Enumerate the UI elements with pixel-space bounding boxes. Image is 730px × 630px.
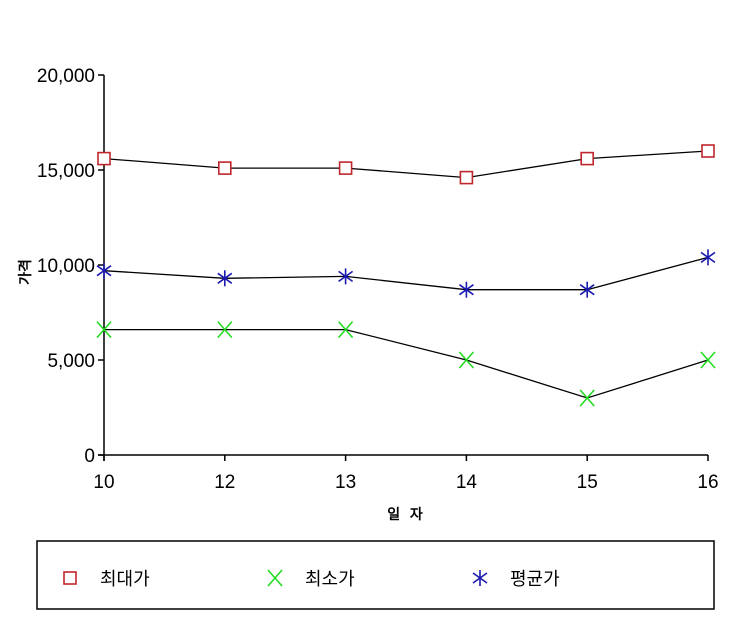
legend-item: 최대가 — [63, 569, 150, 590]
x-tick-label: 15 — [577, 472, 598, 493]
y-tick-label: 5,000 — [47, 351, 95, 372]
legend-label: 최소가 — [305, 569, 355, 590]
legend-box — [36, 540, 715, 610]
data-point — [217, 270, 233, 287]
series-line-1 — [103, 150, 709, 179]
data-point — [337, 321, 354, 339]
x-tick-label: 10 — [93, 472, 114, 493]
data-point — [96, 262, 112, 279]
legend: 최대가 최소가 평균가 — [36, 540, 715, 610]
y-tick-label: 10,000 — [37, 256, 95, 277]
legend-marker — [267, 569, 283, 587]
x-axis-label: 일 자 — [387, 507, 423, 523]
data-point — [700, 351, 716, 369]
data-point — [338, 268, 354, 285]
legend-marker — [63, 571, 77, 585]
data-point — [338, 161, 353, 175]
x-tick-label: 14 — [456, 472, 478, 493]
x-tick-label: 16 — [697, 472, 718, 493]
series-line-2 — [104, 328, 709, 399]
data-point — [458, 281, 474, 298]
data-point — [701, 144, 715, 158]
legend-label: 최대가 — [100, 569, 150, 590]
data-point — [459, 170, 474, 185]
series-line-3 — [103, 256, 709, 291]
data-point — [580, 151, 595, 166]
data-point — [579, 389, 595, 407]
series-markers — [96, 144, 716, 407]
legend-item: 평균가 — [472, 569, 560, 590]
y-tick-label: 0 — [84, 446, 95, 467]
x-tick-label: 12 — [214, 472, 235, 493]
y-tick-label: 20,000 — [37, 66, 95, 87]
data-point — [458, 351, 475, 369]
data-point — [218, 161, 232, 175]
legend-label: 평균가 — [510, 569, 560, 590]
x-tick-label: 13 — [335, 472, 356, 493]
legend-item: 최소가 — [267, 569, 355, 590]
data-point — [700, 249, 716, 266]
chart-axes: 0 5,000 10,000 15,000 20,000 10 12 13 14 15 16 — [37, 66, 719, 493]
data-point — [217, 321, 233, 339]
data-point — [579, 281, 595, 298]
data-point — [97, 151, 111, 166]
y-tick-label: 15,000 — [37, 161, 95, 182]
legend-marker — [472, 570, 488, 586]
series-lines — [103, 150, 709, 399]
y-axis-label: 가격 — [17, 259, 34, 285]
data-point — [96, 321, 112, 339]
